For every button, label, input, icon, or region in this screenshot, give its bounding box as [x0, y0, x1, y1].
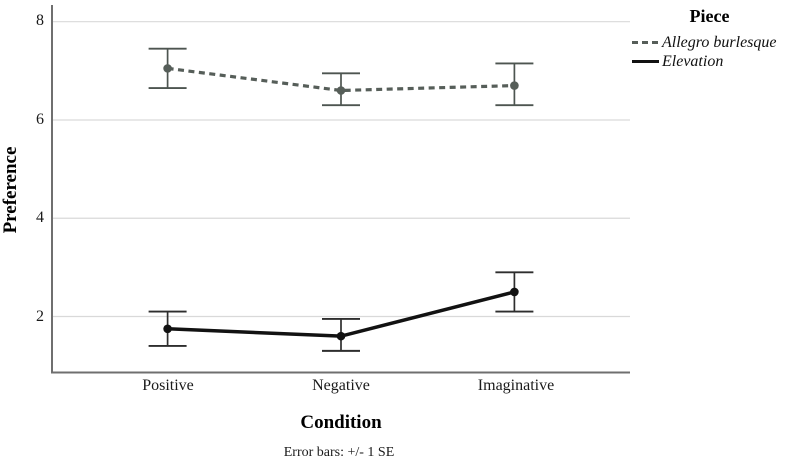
y-tick-label-6: 6 — [36, 111, 44, 128]
series-line-allegro-burlesque — [167, 66, 515, 93]
legend-item-label: Elevation — [662, 52, 724, 70]
y-axis-title: Preference — [0, 146, 21, 234]
legend-item-label: Allegro burlesque — [662, 33, 777, 51]
x-tick-label-negative: Negative — [312, 377, 370, 394]
data-point-marker — [163, 324, 172, 334]
y-tick-label-8: 8 — [36, 12, 44, 29]
data-point-marker — [163, 64, 172, 73]
y-tick-label-4: 4 — [36, 209, 44, 226]
x-axis-title: Condition — [300, 412, 382, 433]
legend-title: Piece — [689, 6, 730, 26]
x-tick-label-imaginative: Imaginative — [477, 377, 555, 394]
dashed-line-swatch-icon — [632, 40, 659, 45]
y-tick-label-2: 2 — [36, 308, 44, 325]
data-point-marker — [510, 287, 519, 297]
legend-item-elevation: Elevation — [632, 52, 723, 71]
data-point-marker — [336, 86, 346, 95]
error-bars-caption: Error bars: +/- 1 SE — [283, 445, 395, 460]
solid-line-swatch-icon — [632, 59, 659, 64]
legend-item-allegro-burlesque: Allegro burlesque — [632, 33, 777, 52]
data-point-marker — [336, 331, 346, 341]
x-tick-label-positive: Positive — [142, 377, 194, 394]
data-point-marker — [510, 81, 519, 90]
